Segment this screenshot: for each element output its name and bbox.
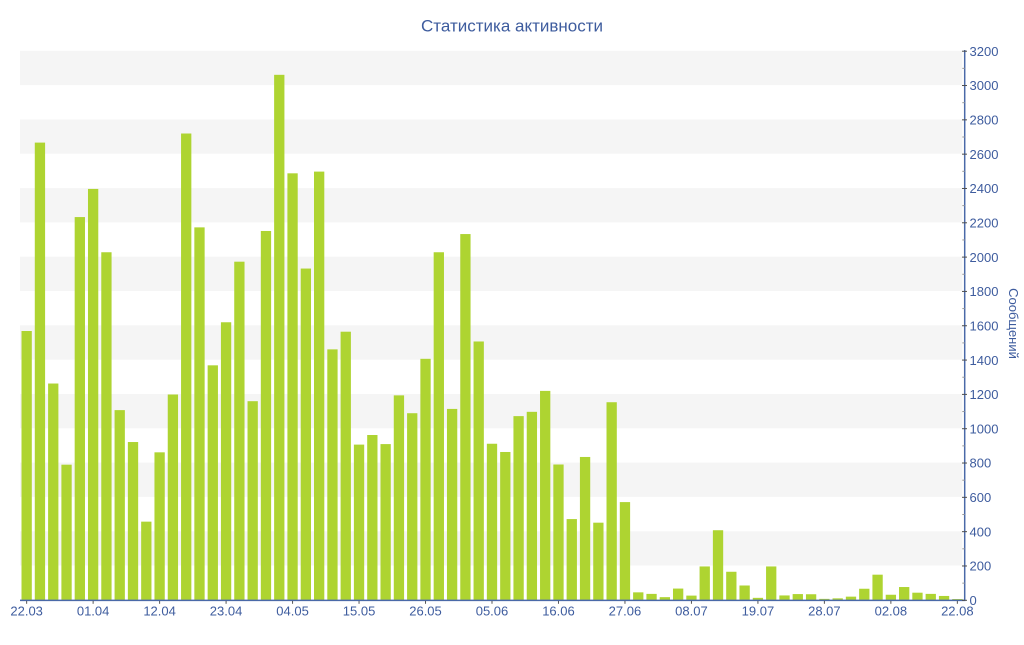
svg-text:23.04: 23.04: [210, 603, 243, 618]
svg-text:15.05: 15.05: [343, 603, 376, 618]
svg-text:08.07: 08.07: [675, 603, 708, 618]
svg-text:01.04: 01.04: [77, 603, 110, 618]
svg-text:22.03: 22.03: [10, 603, 43, 618]
svg-text:27.06: 27.06: [609, 603, 642, 618]
svg-text:2600: 2600: [970, 147, 999, 162]
svg-text:22.08: 22.08: [941, 603, 974, 618]
svg-text:200: 200: [970, 559, 992, 574]
svg-text:2200: 2200: [970, 215, 999, 230]
svg-text:04.05: 04.05: [276, 603, 309, 618]
svg-text:600: 600: [970, 490, 992, 505]
svg-text:26.05: 26.05: [409, 603, 442, 618]
svg-text:800: 800: [970, 456, 992, 471]
svg-text:2000: 2000: [970, 250, 999, 265]
svg-text:1600: 1600: [970, 318, 999, 333]
svg-text:Сообщений: Сообщений: [1006, 288, 1021, 359]
svg-text:Статистика активности: Статистика активности: [421, 17, 603, 36]
svg-text:28.07: 28.07: [808, 603, 841, 618]
svg-text:16.06: 16.06: [542, 603, 575, 618]
svg-text:05.06: 05.06: [476, 603, 509, 618]
svg-text:1800: 1800: [970, 284, 999, 299]
svg-text:400: 400: [970, 524, 992, 539]
svg-text:19.07: 19.07: [742, 603, 775, 618]
svg-text:1200: 1200: [970, 387, 999, 402]
svg-text:2800: 2800: [970, 113, 999, 128]
svg-text:02.08: 02.08: [875, 603, 908, 618]
svg-text:2400: 2400: [970, 181, 999, 196]
svg-text:3200: 3200: [970, 44, 999, 59]
svg-text:1400: 1400: [970, 353, 999, 368]
svg-text:0: 0: [970, 593, 977, 608]
svg-text:1000: 1000: [970, 421, 999, 436]
svg-text:12.04: 12.04: [143, 603, 176, 618]
svg-text:3000: 3000: [970, 78, 999, 93]
